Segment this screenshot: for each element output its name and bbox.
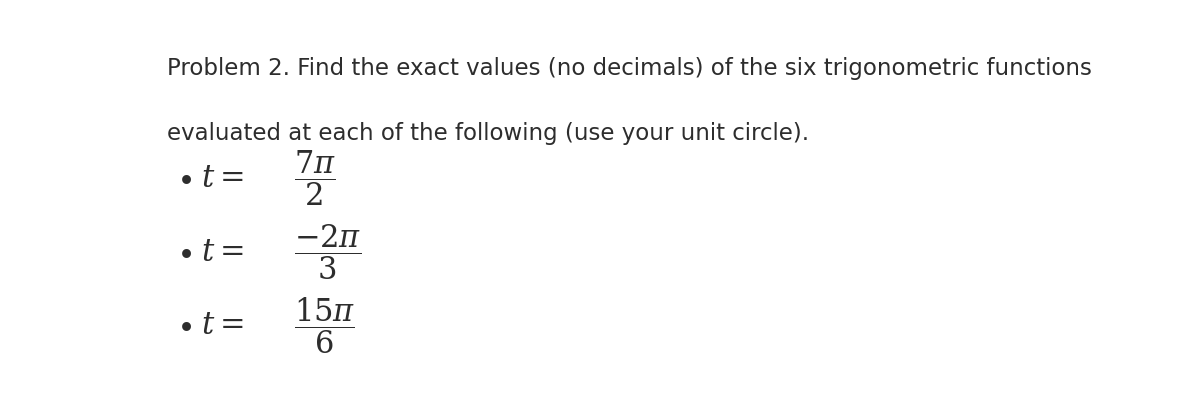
Text: $t =$: $t =$ bbox=[202, 312, 244, 340]
Text: evaluated at each of the following (use your unit circle).: evaluated at each of the following (use … bbox=[167, 122, 809, 144]
Text: $\dfrac{-2\pi}{3}$: $\dfrac{-2\pi}{3}$ bbox=[294, 222, 361, 282]
Text: $\bullet$: $\bullet$ bbox=[176, 312, 192, 340]
Text: $\dfrac{15\pi}{6}$: $\dfrac{15\pi}{6}$ bbox=[294, 296, 355, 356]
Text: $\bullet$: $\bullet$ bbox=[176, 238, 192, 267]
Text: $\dfrac{7\pi}{2}$: $\dfrac{7\pi}{2}$ bbox=[294, 149, 336, 208]
Text: Problem 2. Find the exact values (no decimals) of the six trigonometric function: Problem 2. Find the exact values (no dec… bbox=[167, 57, 1092, 80]
Text: $\bullet$: $\bullet$ bbox=[176, 164, 192, 193]
Text: $t =$: $t =$ bbox=[202, 238, 244, 267]
Text: $t =$: $t =$ bbox=[202, 164, 244, 193]
